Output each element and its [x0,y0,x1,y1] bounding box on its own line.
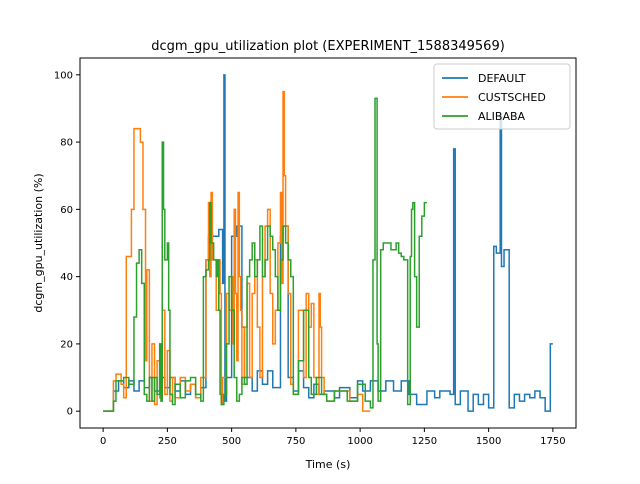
y-axis-label: dcgm_gpu_utilization (%) [32,173,45,312]
legend: DEFAULT CUSTSCHED ALIBABA [433,63,571,130]
legend-box [433,63,571,130]
x-tick-label: 750 [286,436,305,447]
x-tick-label: 1000 [347,436,372,447]
y-tick-label: 0 [67,407,73,418]
y-tick-label: 40 [60,272,73,283]
plot-area-frame [79,57,577,429]
x-tick-label: 1250 [412,436,437,447]
chart-title: dcgm_gpu_utilization plot (EXPERIMENT_15… [151,39,505,54]
legend-label-alibaba: ALIBABA [478,110,526,123]
y-tick-label: 60 [60,205,73,216]
x-tick-label: 500 [222,436,241,447]
y-tick-label: 100 [54,70,73,81]
legend-label-default: DEFAULT [478,72,526,85]
series-line-alibaba [103,97,427,412]
x-tick-label: 0 [100,436,106,447]
x-tick-label: 250 [158,436,177,447]
x-tick-label: 1500 [476,436,501,447]
x-tick-label: 1750 [540,436,565,447]
y-tick-label: 80 [60,138,73,149]
y-axis: 0 20 40 60 80 100 [54,70,80,418]
series-layer [103,74,553,412]
x-axis-label: Time (s) [305,458,351,471]
series-line-custsched [103,90,371,412]
y-tick-label: 20 [60,339,73,350]
legend-label-custsched: CUSTSCHED [478,91,546,104]
x-axis: 0 250 500 750 1000 1250 1500 1750 [100,428,566,447]
